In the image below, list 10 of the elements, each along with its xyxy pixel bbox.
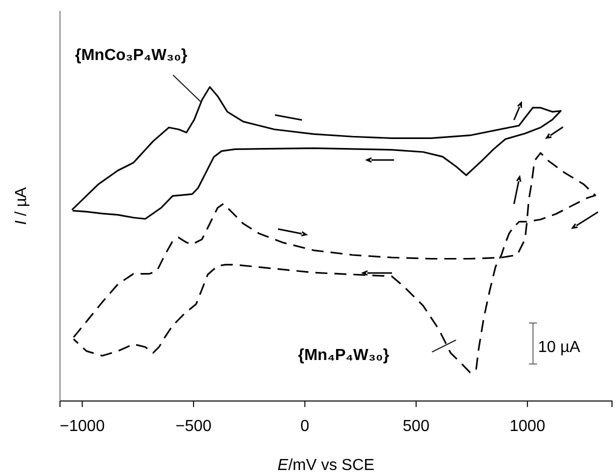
text: {MnCo₃P₄W₃₀}	[75, 47, 188, 64]
x-tick-label: −500	[176, 418, 212, 435]
x-tick-label: 1000	[510, 418, 546, 435]
x-tick-label: −1000	[60, 418, 105, 435]
text: {Mn₄P₄W₃₀}	[298, 347, 390, 364]
x-tick-label: 0	[300, 418, 310, 435]
x-axis-title: E/mV vs SCE	[278, 457, 374, 474]
y-axis-title: I / µA	[13, 186, 30, 225]
annotation: 10 µA	[538, 339, 580, 356]
x-tick-label: 500	[402, 418, 430, 435]
